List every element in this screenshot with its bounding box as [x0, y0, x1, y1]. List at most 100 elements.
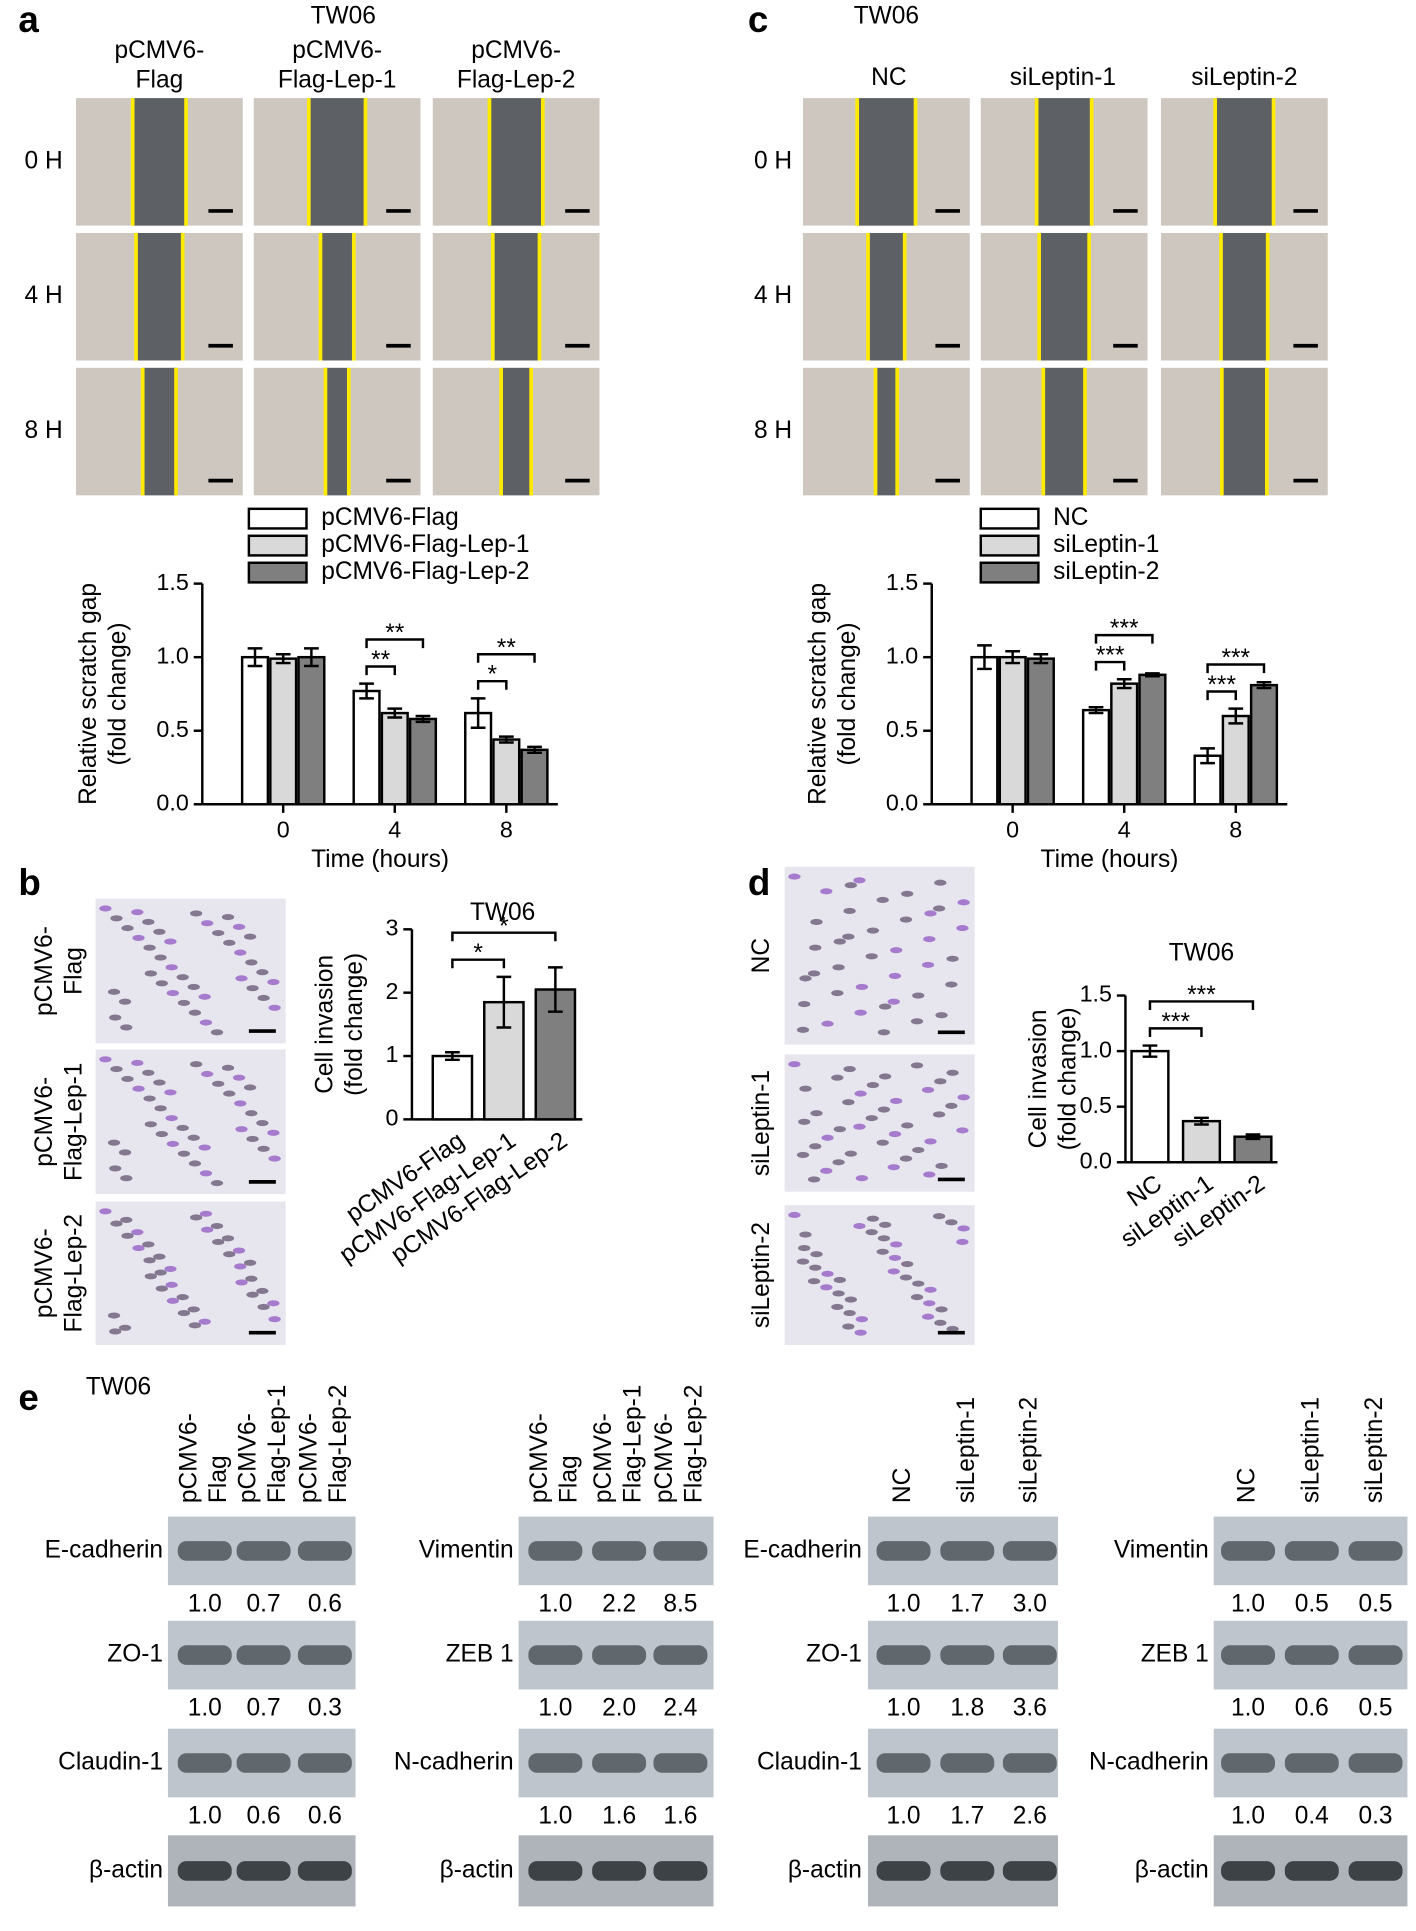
blot-band	[1221, 1753, 1276, 1773]
band-ratio: 0.4	[1295, 1802, 1329, 1829]
stained-cell	[109, 1014, 122, 1021]
stained-cell	[245, 1110, 258, 1117]
scratch-gap	[492, 232, 540, 361]
row-label: Flag	[60, 947, 87, 995]
stained-cell	[809, 1143, 822, 1150]
blot-band	[876, 1861, 931, 1881]
protein-label: ZEB 1	[446, 1641, 514, 1668]
stained-cell	[853, 1123, 866, 1130]
bar	[1081, 708, 1111, 806]
stained-cell	[153, 1079, 166, 1086]
stained-cell	[142, 918, 155, 926]
row-label: 4 H	[754, 282, 792, 309]
blot-band	[236, 1753, 291, 1773]
blot-band	[528, 1753, 583, 1773]
significance-label: **	[385, 620, 405, 647]
row-label: pCMV6-	[31, 1228, 58, 1318]
stained-cell	[245, 1275, 258, 1282]
column-label: siLeptin-1	[1010, 64, 1116, 91]
scratch-gap	[1036, 98, 1092, 226]
significance-bracket	[1148, 1027, 1203, 1037]
stained-cell	[223, 1251, 236, 1258]
stained-cell	[901, 1260, 914, 1268]
significance-bracket	[451, 958, 506, 969]
stained-cell	[257, 1303, 270, 1310]
significance-bracket	[451, 931, 557, 942]
stained-cell	[887, 998, 900, 1005]
stained-cell	[798, 1245, 811, 1252]
stained-cell	[268, 1155, 281, 1162]
row-label: pCMV6-	[31, 926, 58, 1016]
stained-cell	[855, 1316, 868, 1323]
stained-cell	[934, 1319, 947, 1326]
stained-cell	[246, 1135, 259, 1143]
y-tick-label: 0.5	[886, 716, 918, 742]
column-label: Flag-Lep-2	[457, 66, 575, 93]
band-ratio: 0.6	[308, 1590, 342, 1617]
blot-band	[940, 1861, 995, 1881]
protein-label: ZEB 1	[1141, 1641, 1209, 1668]
bar	[352, 689, 381, 806]
stained-cell	[198, 993, 211, 1000]
stained-cell	[842, 933, 855, 940]
stained-cell	[956, 1238, 969, 1246]
stained-cell	[957, 899, 970, 906]
row-label: NC	[748, 938, 775, 973]
stained-cell	[177, 1309, 191, 1317]
stained-cell	[164, 938, 177, 945]
row-label: 0 H	[754, 147, 792, 174]
error-bar	[1005, 650, 1021, 665]
stained-cell	[245, 959, 258, 966]
micrograph	[95, 1201, 286, 1345]
stained-cell	[865, 1115, 878, 1122]
error-bar	[977, 644, 992, 671]
stained-cell	[956, 1127, 969, 1134]
stained-cell	[935, 1162, 948, 1170]
band-ratio: 1.0	[188, 1590, 222, 1617]
stained-cell	[199, 1170, 213, 1177]
stained-cell	[853, 1222, 866, 1230]
stained-cell	[876, 1139, 889, 1146]
y-tick-label: 0.0	[156, 789, 188, 815]
stained-cell	[832, 1159, 845, 1166]
band-ratio: 1.0	[887, 1590, 921, 1617]
stained-cell	[144, 970, 157, 977]
error-bar	[1145, 672, 1160, 678]
scratch-gap	[308, 98, 366, 226]
lane-label: pCMV6-	[175, 1413, 202, 1503]
stained-cell	[877, 1235, 891, 1242]
stained-cell	[912, 992, 925, 999]
legend-label: pCMV6-Flag-Lep-1	[321, 531, 529, 558]
stained-cell	[887, 1268, 900, 1275]
column-label: Flag-Lep-1	[278, 66, 396, 93]
cell-line: TW06	[854, 3, 919, 30]
y-tick-label: 1.0	[156, 642, 188, 668]
stained-cell	[257, 1145, 270, 1152]
significance-label: ***	[1221, 645, 1250, 672]
band-ratio: 1.0	[538, 1802, 572, 1829]
stained-cell	[923, 1300, 936, 1307]
legend-swatch	[247, 534, 308, 557]
stained-cell	[855, 983, 868, 991]
stained-cell	[221, 1064, 235, 1071]
blot-band	[1284, 1861, 1339, 1881]
stained-cell	[924, 1286, 937, 1293]
column-label: NC	[871, 64, 906, 91]
band-ratio: 0.6	[308, 1802, 342, 1829]
stained-cell	[190, 1214, 203, 1221]
band-ratio: 1.7	[950, 1590, 984, 1617]
bar	[998, 655, 1027, 806]
protein-label: ZO-1	[107, 1641, 163, 1668]
stained-cell	[199, 1019, 213, 1026]
stained-cell	[866, 1215, 880, 1222]
lane-label: siLeptin-1	[953, 1397, 980, 1503]
blot-band	[177, 1541, 232, 1561]
band-ratio: 0.5	[1359, 1695, 1393, 1722]
stained-cell	[887, 1164, 900, 1171]
stained-cell	[143, 944, 156, 951]
stained-cell	[256, 1119, 269, 1127]
scratch-gap	[875, 367, 898, 496]
stained-cell	[142, 1241, 155, 1248]
scratch-gap	[132, 98, 187, 226]
stained-cell	[268, 1316, 281, 1323]
